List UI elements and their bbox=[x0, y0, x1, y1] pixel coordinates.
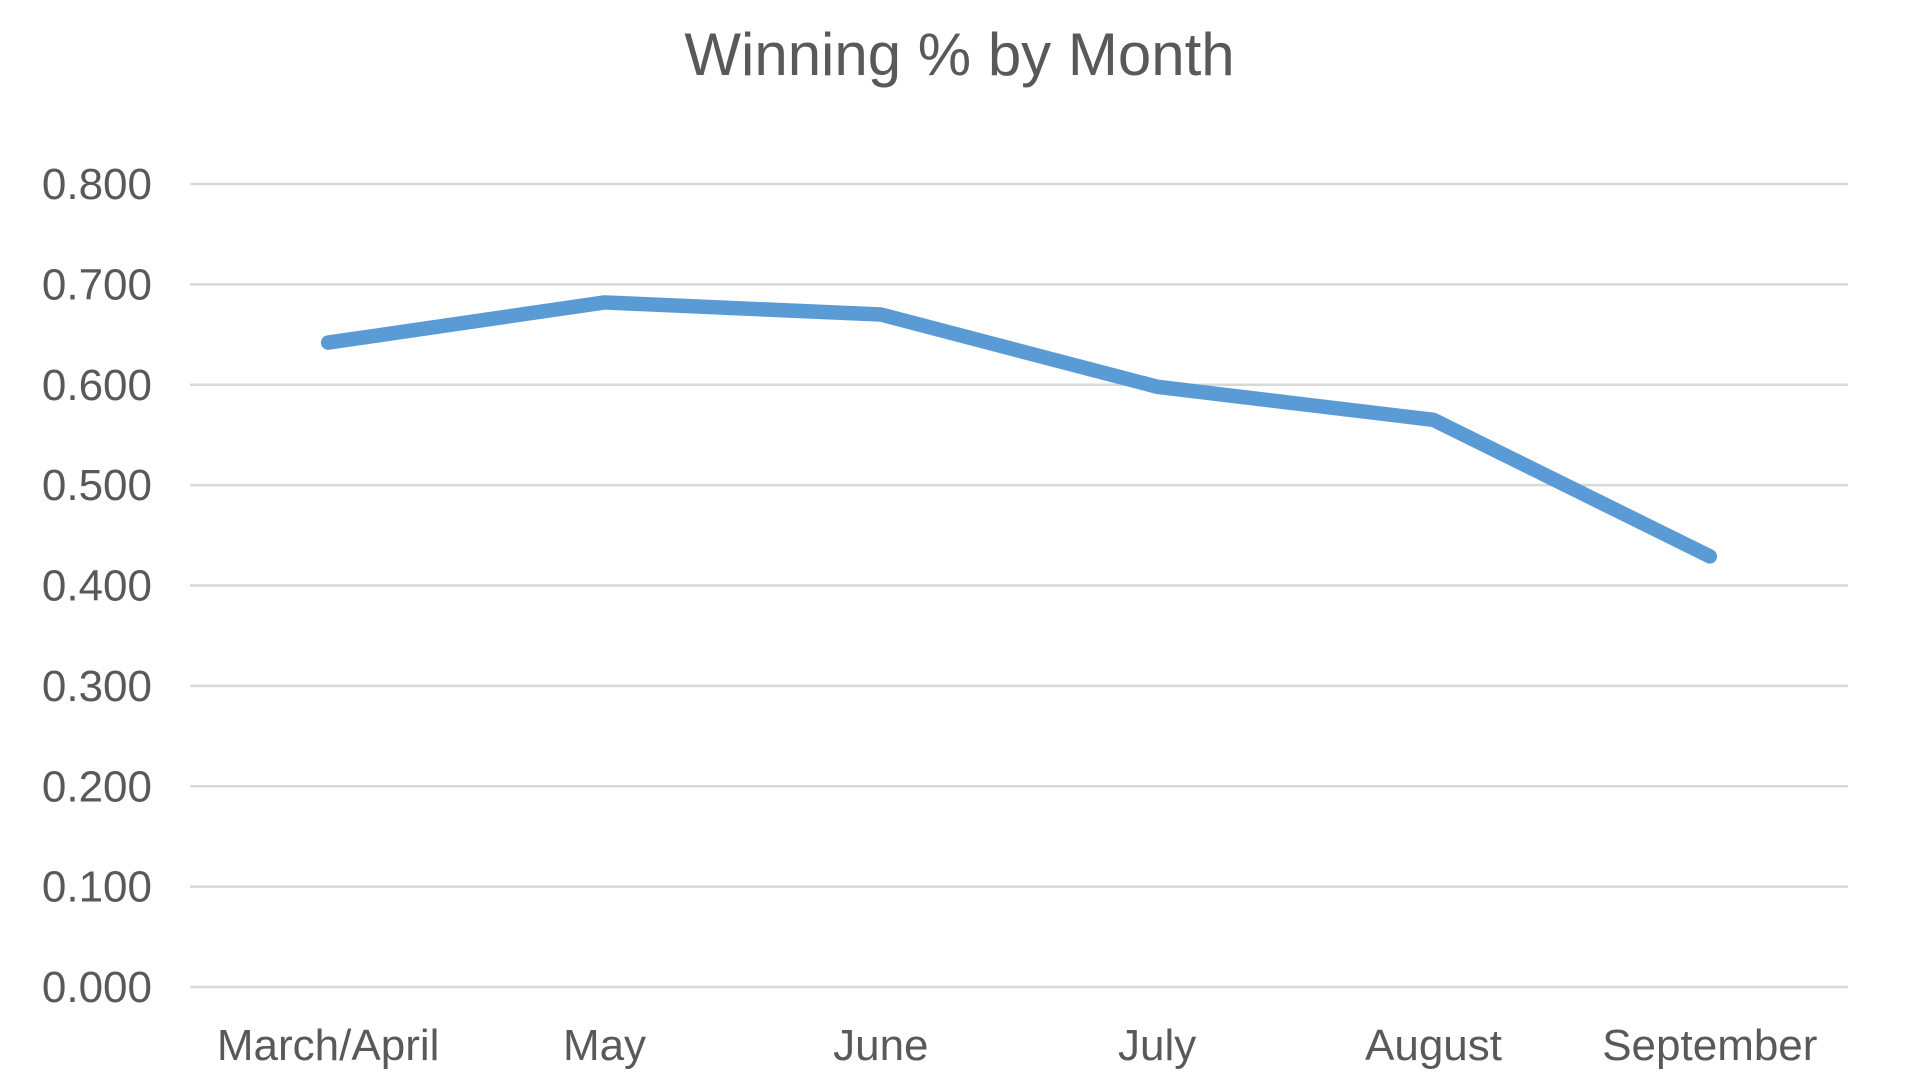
y-axis-tick-label: 0.400 bbox=[42, 562, 152, 611]
y-axis-tick-label: 0.600 bbox=[42, 361, 152, 410]
chart-title: Winning % by Month bbox=[684, 21, 1235, 88]
x-axis-tick-label: March/April bbox=[217, 1021, 440, 1070]
y-axis-tick-label: 0.700 bbox=[42, 260, 152, 309]
y-axis-tick-label: 0.000 bbox=[42, 963, 152, 1012]
x-axis-tick-label: June bbox=[833, 1021, 928, 1070]
y-axis-tick-label: 0.200 bbox=[42, 762, 152, 811]
x-axis-tick-label: August bbox=[1365, 1021, 1502, 1070]
x-axis-tick-label: September bbox=[1602, 1021, 1817, 1070]
y-axis-tick-label: 0.500 bbox=[42, 461, 152, 510]
y-axis-tick-label: 0.800 bbox=[42, 160, 152, 209]
data-line-series bbox=[320, 295, 1718, 564]
x-axis-tick-label: May bbox=[563, 1021, 646, 1070]
y-axis-tick-label: 0.300 bbox=[42, 662, 152, 711]
x-axis-tick-label: July bbox=[1118, 1021, 1196, 1070]
y-axis-tick-label: 0.100 bbox=[42, 863, 152, 912]
